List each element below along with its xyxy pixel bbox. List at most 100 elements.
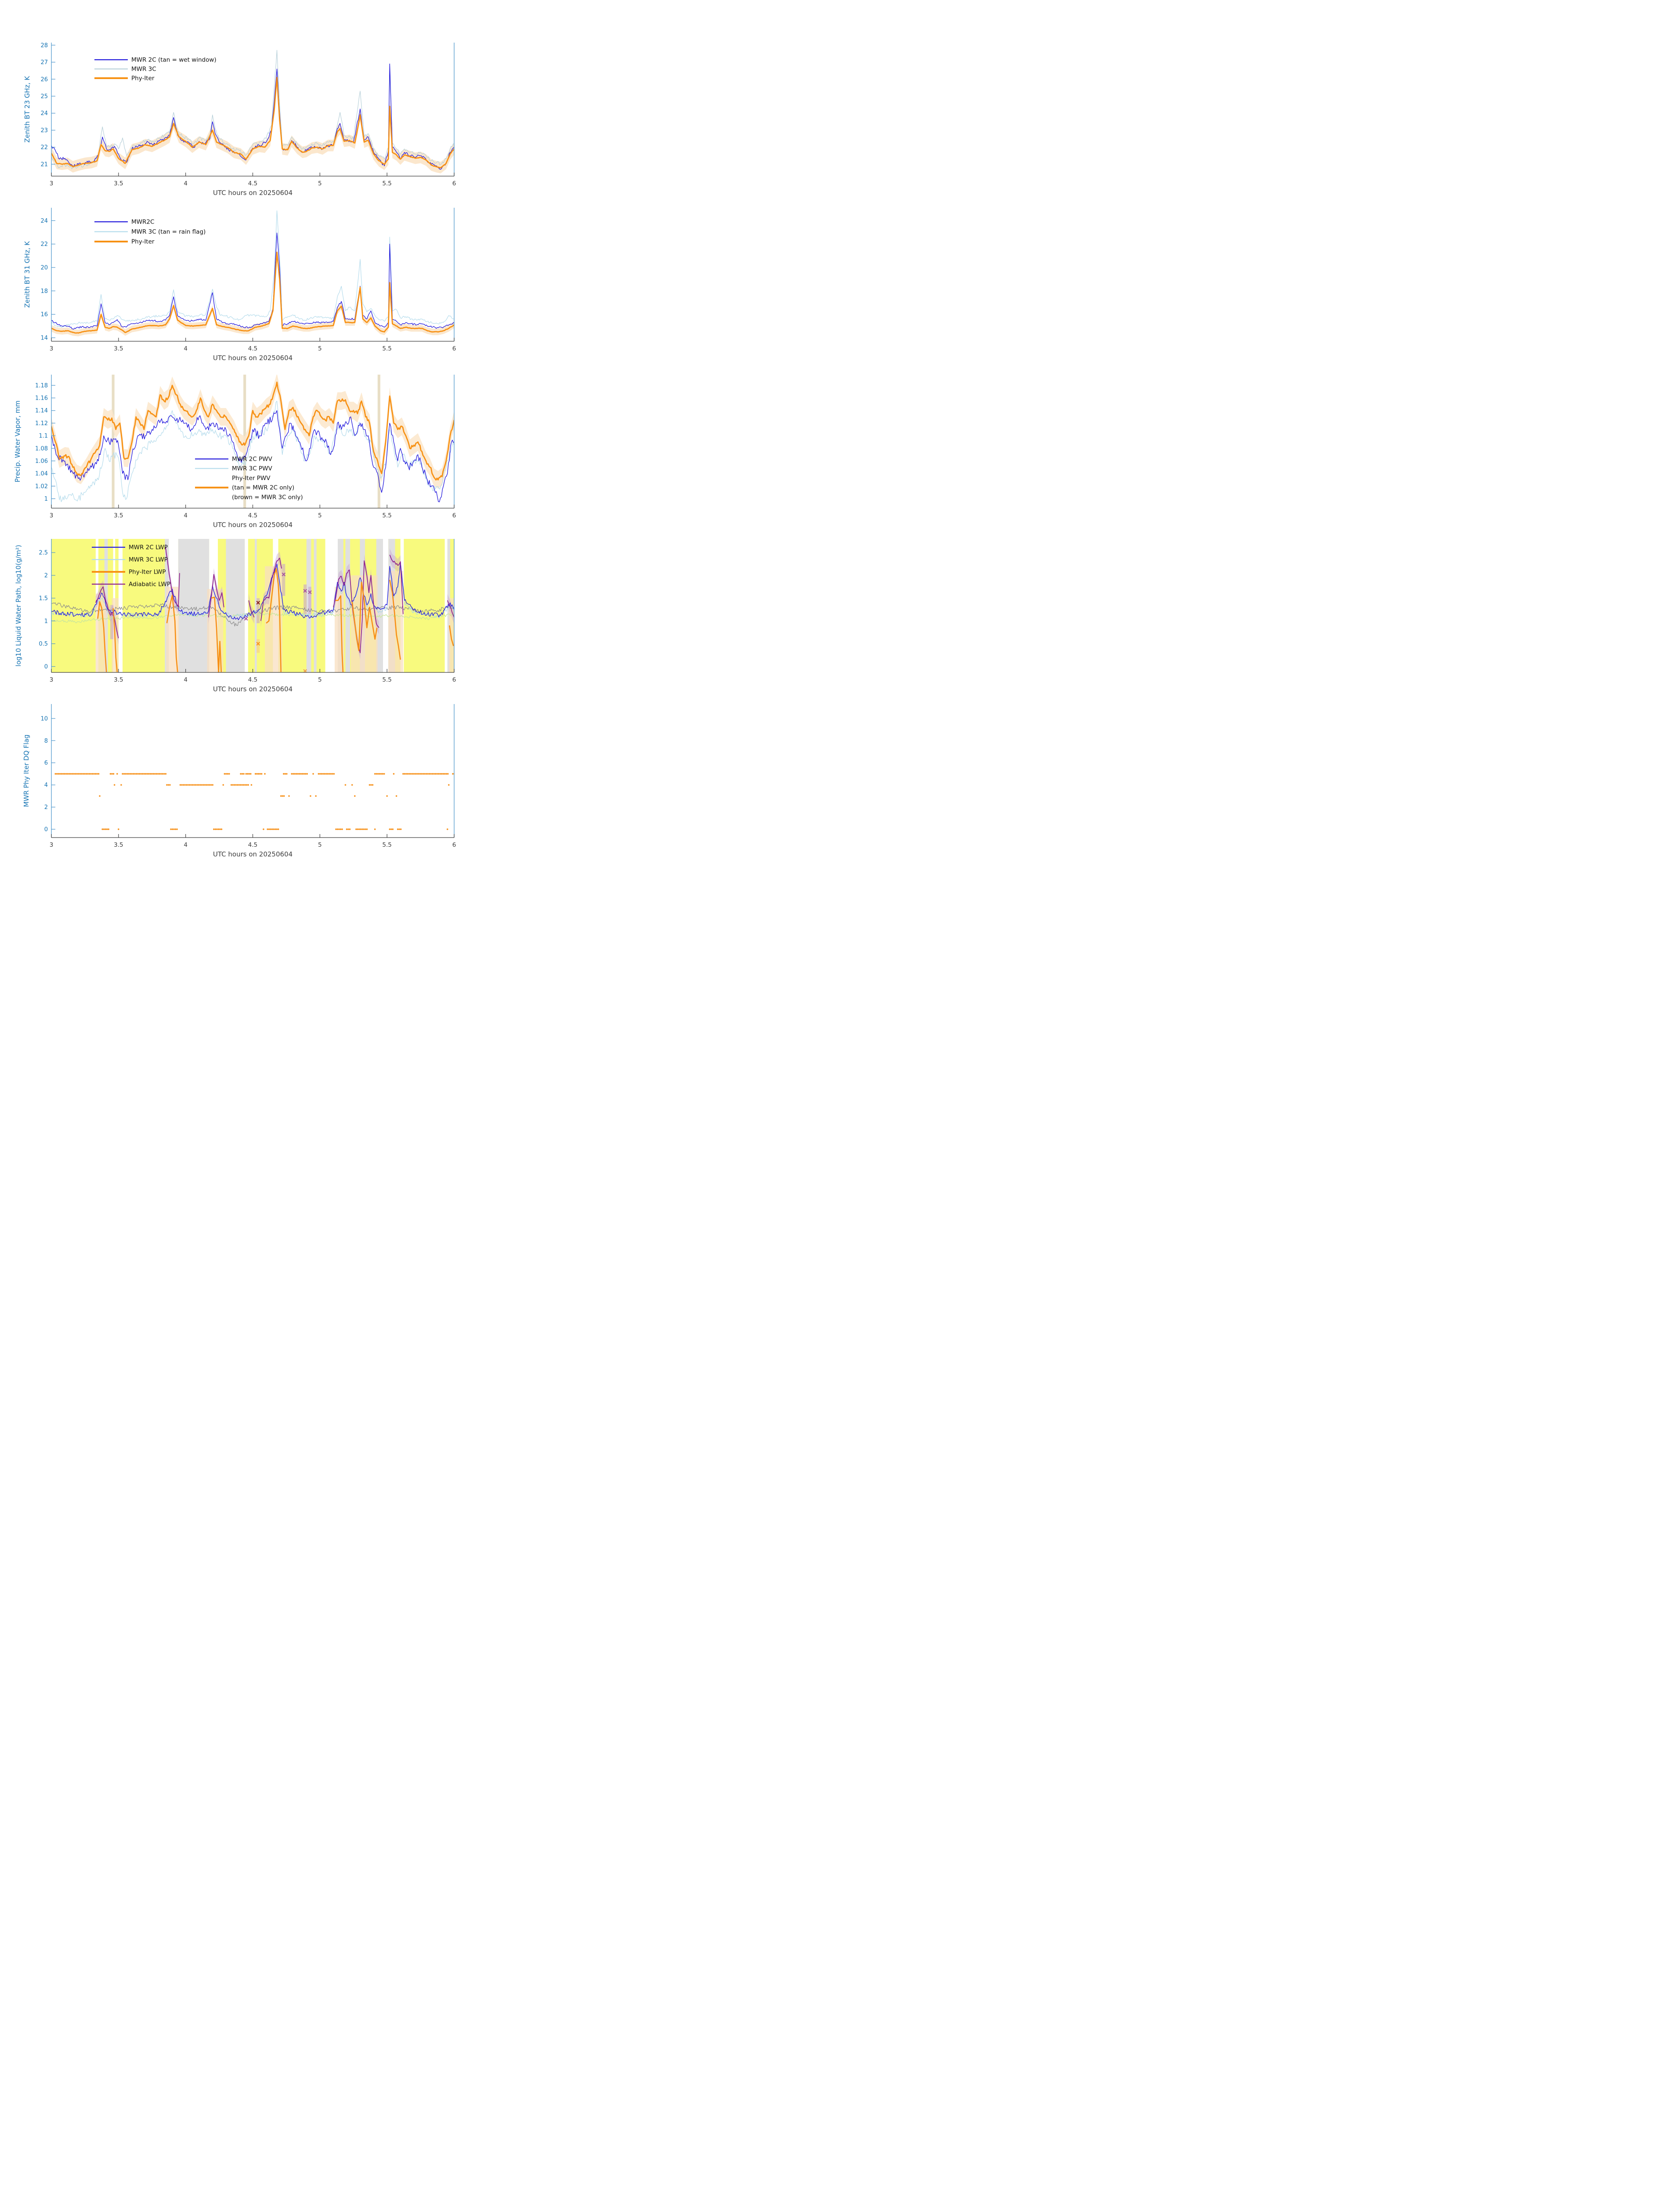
lwp-gray-flag-band [178, 539, 210, 672]
bt31-ytick-label: 24 [40, 218, 48, 224]
lwp-ytick-label: 0.5 [39, 641, 48, 647]
lwp-gray-flag-band [376, 539, 383, 672]
lwp-series-phyiter-lwp [351, 582, 378, 651]
lwp-legend-label: Phy-Iter LWP [129, 569, 166, 576]
pwv-xtick-label: 3 [50, 512, 54, 519]
dq-flag-dots [54, 773, 454, 830]
panel-pwv: 1 1.02 1.04 1.06 1.08 1.1 1.12 1.14 1.16 1.18 3 3.5… [14, 375, 456, 529]
lwp-x-marker [308, 590, 312, 594]
lwp-adiabatic-uncertainty-band [249, 594, 254, 624]
lwp-series-phyiter-lwp [166, 595, 178, 672]
pwv-xtick-label: 4.5 [248, 512, 257, 519]
bt23-ytick-label: 23 [40, 127, 48, 134]
lwp-gray-flag-band [255, 539, 257, 672]
pwv-ytick-label: 1.04 [35, 471, 48, 477]
lwp-x-marker [282, 572, 286, 577]
lwp-xtick-label: 3.5 [114, 676, 123, 683]
pwv-legend-label: MWR 3C PWV [232, 465, 272, 472]
pwv-ytick-label: 1.18 [35, 383, 48, 389]
lwp-ylabel: log10 Liquid Water Path, log10(g/m²) [14, 545, 22, 666]
bt31-ytick-label: 20 [40, 265, 48, 271]
lwp-gray-flag-band [226, 539, 245, 672]
bt31-xtick-label: 3 [50, 345, 54, 352]
lwp-series-adiabatic [95, 586, 119, 639]
dqflag-plot-area [54, 773, 454, 830]
pwv-ytick-label: 1.14 [35, 408, 48, 414]
bt23-xtick-label: 4 [184, 180, 188, 187]
lwp-series-phyiter-lwp [112, 608, 118, 672]
dqflag-ytick-label: 0 [44, 827, 48, 833]
bt23-ytick-label: 21 [40, 161, 48, 168]
lwp-ytick-label: 1 [44, 618, 48, 625]
figure-page: 21 22 23 24 25 26 27 28 3 3.5 4 4.5 5 5.5 6 Zenith BT 2… [0, 0, 560, 878]
bt31-series-phyiter [51, 251, 454, 334]
bt31-series-mwr3c [51, 210, 454, 328]
bt31-xtick-label: 6 [452, 345, 456, 352]
pwv-ytick-label: 1.08 [35, 445, 48, 452]
lwp-xtick-label: 3 [50, 676, 54, 683]
lwp-gray-flag-band [345, 539, 350, 672]
panel-dqflag: 0 2 4 6 8 10 3 3.5 4 4.5 5 5.5 6 MWR Phy Iter DQ Flag… [22, 704, 456, 858]
bt23-plot-area [51, 50, 454, 173]
bt31-legend-label: MWR 3C (tan = rain flag) [131, 228, 206, 235]
lwp-series-adiabatic [260, 557, 282, 621]
bt23-ytick-label: 27 [40, 59, 48, 66]
lwp-series-phyiter-lwp [389, 580, 401, 660]
bt23-ytick-label: 22 [40, 144, 48, 151]
pwv-ytick-label: 1.16 [35, 395, 48, 402]
bt31-ytick-label: 14 [40, 335, 48, 342]
dqflag-xlabel: UTC hours on 20250604 [213, 850, 293, 858]
lwp-legend: MWR 2C LWP MWR 3C LWP Phy-Iter LWP Adiabati… [92, 544, 170, 588]
bt31-xlabel: UTC hours on 20250604 [213, 354, 293, 362]
bt31-legend-label: Phy-Iter [131, 238, 155, 246]
bt23-series-phyiter [51, 77, 454, 169]
bt23-xtick-label: 4.5 [248, 180, 257, 187]
lwp-x-marker [303, 589, 307, 593]
lwp-x-marker [110, 612, 114, 616]
dqflag-ytick-label: 8 [44, 738, 48, 744]
dqflag-xtick-label: 6 [452, 842, 456, 849]
lwp-series-phyiter-lwp [211, 596, 222, 672]
bt23-legend: MWR 2C (tan = wet window) MWR 3C Phy-Iter [94, 57, 217, 82]
lwp-series-adiabatic [447, 600, 454, 618]
lwp-xtick-label: 5 [318, 676, 322, 683]
lwp-series-phyiter-lwp [97, 601, 107, 672]
dqflag-ytick-label: 10 [40, 715, 48, 722]
pwv-plot-area [51, 375, 454, 508]
lwp-x-marker [303, 669, 307, 672]
bt31-legend: MWR2C MWR 3C (tan = rain flag) Phy-Iter [94, 219, 206, 246]
pwv-legend-label: MWR 2C PWV [232, 456, 272, 463]
pwv-ytick-label: 1.1 [39, 433, 48, 440]
bt31-ytick-label: 22 [40, 241, 48, 248]
bt31-ylabel: Zenith BT 31 GHz, K [23, 241, 31, 308]
bt31-plot-area [51, 210, 454, 336]
bt23-legend-label: MWR 3C [131, 66, 156, 73]
pwv-xtick-label: 6 [452, 512, 456, 519]
lwp-series-adiabatic [389, 554, 404, 614]
lwp-series-adiabatic [248, 600, 255, 618]
lwp-series-phyiter-lwp [266, 568, 282, 672]
dqflag-xtick-label: 4.5 [248, 842, 257, 849]
lwp-xtick-label: 5.5 [382, 676, 391, 683]
bt23-xtick-label: 5.5 [382, 180, 391, 187]
pwv-xtick-label: 5 [318, 512, 322, 519]
lwp-x-marker [256, 600, 260, 605]
lwp-xlabel: UTC hours on 20250604 [213, 685, 293, 693]
dqflag-ytick-label: 4 [44, 782, 48, 789]
bt23-ytick-label: 26 [40, 76, 48, 83]
pwv-xtick-label: 4 [184, 512, 188, 519]
pwv-ytick-label: 1.12 [35, 420, 48, 427]
bt31-xtick-label: 5 [318, 345, 322, 352]
lwp-x-marker [256, 642, 260, 646]
pwv-ytick-label: 1 [44, 496, 48, 502]
dqflag-ytick-label: 2 [44, 804, 48, 811]
bt31-ytick-label: 16 [40, 311, 48, 318]
dqflag-xtick-label: 4 [184, 842, 188, 849]
lwp-x-marker [244, 617, 248, 621]
pwv-legend-label: Phy-Iter PWV [232, 475, 271, 482]
dqflag-xtick-label: 5.5 [382, 842, 391, 849]
lwp-legend-label: Adiabatic LWP [129, 581, 170, 588]
bt23-ytick-label: 28 [40, 42, 48, 49]
lwp-series-adiabatic [165, 547, 180, 608]
